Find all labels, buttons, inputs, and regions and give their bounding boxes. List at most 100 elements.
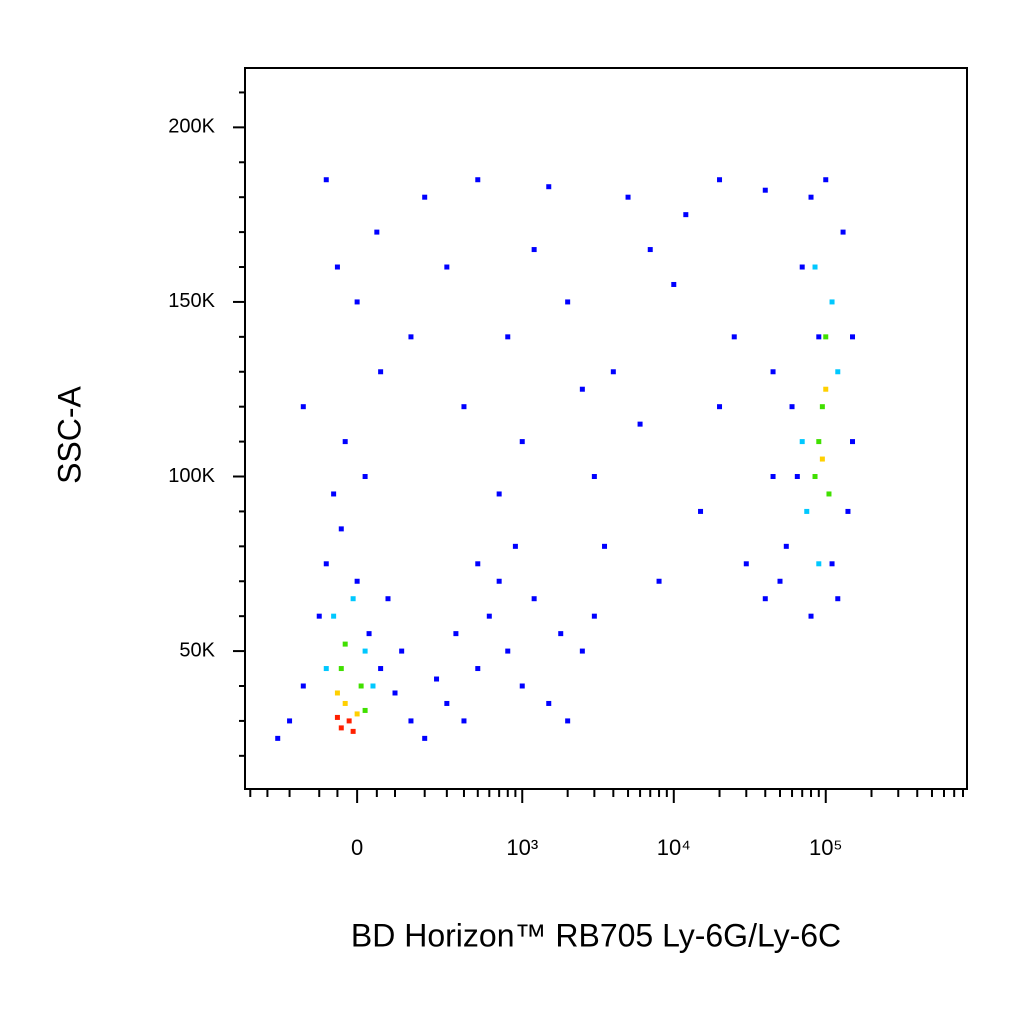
x-tick-label: 10⁴ xyxy=(657,835,691,860)
y-tick-label: 50K xyxy=(179,639,215,661)
point xyxy=(558,631,564,637)
point xyxy=(565,299,571,305)
point xyxy=(408,718,414,724)
point xyxy=(625,194,631,200)
point xyxy=(845,508,851,514)
point xyxy=(823,386,829,392)
point xyxy=(338,666,344,672)
point xyxy=(385,596,391,602)
point xyxy=(346,718,352,724)
point xyxy=(453,631,459,637)
point xyxy=(354,299,360,305)
point xyxy=(374,229,380,235)
point xyxy=(812,474,818,480)
point xyxy=(816,561,822,567)
point xyxy=(505,334,511,340)
point xyxy=(378,666,384,672)
point xyxy=(717,177,723,183)
point xyxy=(505,648,511,654)
point xyxy=(408,334,414,340)
point xyxy=(392,690,398,696)
point xyxy=(799,264,805,270)
point xyxy=(354,711,360,717)
x-tick-label: 10⁵ xyxy=(809,835,843,860)
point xyxy=(531,596,537,602)
point xyxy=(331,613,337,619)
x-tick-label: 0 xyxy=(351,835,363,860)
point xyxy=(342,700,348,706)
point xyxy=(354,578,360,584)
point xyxy=(399,648,405,654)
point xyxy=(770,474,776,480)
point xyxy=(496,491,502,497)
point xyxy=(338,725,344,731)
point xyxy=(610,369,616,375)
point xyxy=(378,369,384,375)
point xyxy=(812,264,818,270)
point xyxy=(591,613,597,619)
point xyxy=(602,543,608,549)
point xyxy=(300,404,306,410)
point xyxy=(816,334,822,340)
y-tick-label: 150K xyxy=(168,290,215,312)
point xyxy=(808,194,814,200)
point xyxy=(350,596,356,602)
plot-frame xyxy=(244,67,968,790)
point xyxy=(546,184,552,190)
point xyxy=(362,474,368,480)
point xyxy=(338,526,344,532)
x-tick-label: 10³ xyxy=(506,835,538,860)
point xyxy=(850,439,856,445)
point xyxy=(819,456,825,462)
point xyxy=(794,474,800,480)
point xyxy=(461,718,467,724)
point xyxy=(656,578,662,584)
point xyxy=(565,718,571,724)
point xyxy=(434,676,440,682)
point xyxy=(698,508,704,514)
point xyxy=(496,578,502,584)
point xyxy=(300,683,306,689)
point xyxy=(275,735,281,741)
point xyxy=(370,683,376,689)
point xyxy=(637,421,643,427)
y-tick-label: 200K xyxy=(168,116,215,138)
point xyxy=(334,690,340,696)
point xyxy=(731,334,737,340)
point xyxy=(519,439,525,445)
point xyxy=(850,334,856,340)
point xyxy=(579,648,585,654)
point xyxy=(823,177,829,183)
point xyxy=(444,264,450,270)
point xyxy=(323,561,329,567)
point xyxy=(342,439,348,445)
point xyxy=(486,613,492,619)
y-axis-label: SSC-A xyxy=(51,385,87,483)
point xyxy=(531,247,537,253)
point xyxy=(799,439,805,445)
point xyxy=(579,386,585,392)
point xyxy=(358,683,364,689)
point xyxy=(342,641,348,647)
point xyxy=(475,177,481,183)
point xyxy=(777,578,783,584)
point xyxy=(789,404,795,410)
point xyxy=(334,714,340,720)
point xyxy=(762,187,768,193)
point xyxy=(362,707,368,713)
point xyxy=(829,299,835,305)
point xyxy=(461,404,467,410)
point xyxy=(475,561,481,567)
point xyxy=(743,561,749,567)
point xyxy=(717,404,723,410)
point xyxy=(362,648,368,654)
point xyxy=(683,212,689,218)
point xyxy=(366,631,372,637)
point xyxy=(823,334,829,340)
point xyxy=(422,194,428,200)
point xyxy=(331,491,337,497)
point xyxy=(591,474,597,480)
point xyxy=(334,264,340,270)
point xyxy=(323,666,329,672)
point xyxy=(512,543,518,549)
